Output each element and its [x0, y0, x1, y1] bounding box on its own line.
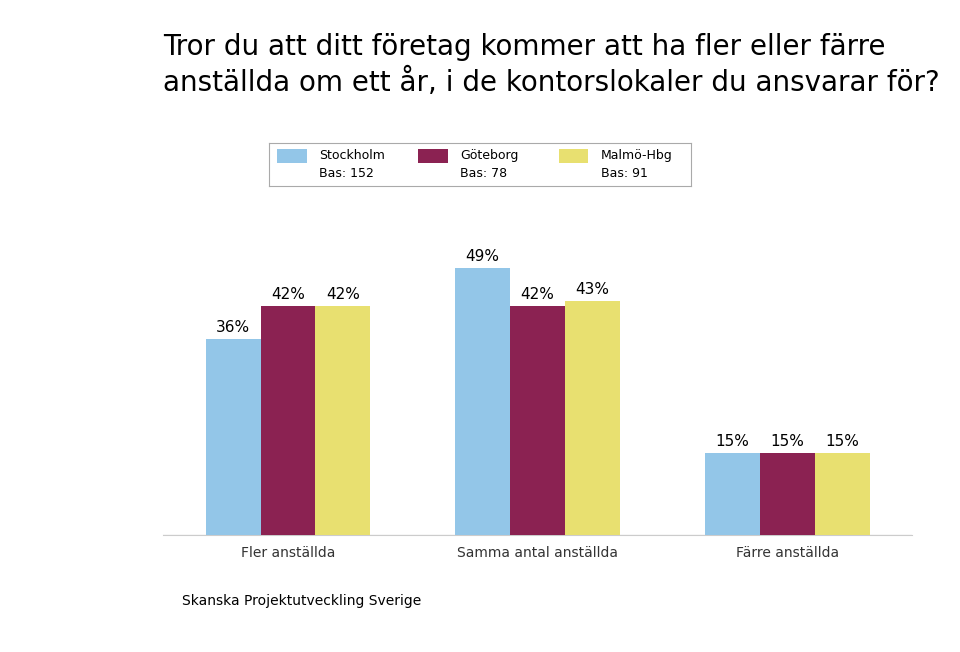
- Bar: [705, 453, 759, 535]
- Text: 15%: 15%: [715, 434, 749, 449]
- Bar: [455, 269, 510, 535]
- Bar: [510, 306, 565, 535]
- Text: 42%: 42%: [271, 287, 305, 302]
- Bar: [815, 453, 870, 535]
- Text: SKANSKA: SKANSKA: [14, 595, 149, 619]
- Text: 9: 9: [885, 37, 900, 57]
- Text: Bas: 78: Bas: 78: [460, 167, 508, 180]
- Text: 15%: 15%: [770, 434, 804, 449]
- Text: Skanska Projektutveckling Sverige: Skanska Projektutveckling Sverige: [182, 594, 421, 608]
- Text: Göteborg: Göteborg: [460, 149, 518, 162]
- Text: Stockholm: Stockholm: [320, 149, 385, 162]
- Text: Bas: 91: Bas: 91: [601, 167, 648, 180]
- Bar: [205, 339, 260, 535]
- Text: Malmö-Hbg: Malmö-Hbg: [601, 149, 673, 162]
- FancyBboxPatch shape: [559, 149, 588, 162]
- Bar: [316, 306, 371, 535]
- Text: 49%: 49%: [466, 249, 500, 264]
- Text: 42%: 42%: [326, 287, 360, 302]
- FancyBboxPatch shape: [418, 149, 447, 162]
- Text: Tror du att ditt företag kommer att ha fler eller färre
anställda om ett år, i d: Tror du att ditt företag kommer att ha f…: [163, 33, 940, 96]
- Text: 42%: 42%: [520, 287, 555, 302]
- Text: 36%: 36%: [216, 319, 251, 334]
- Bar: [565, 301, 620, 535]
- Text: Bas: 152: Bas: 152: [320, 167, 374, 180]
- Bar: [759, 453, 815, 535]
- Text: 43%: 43%: [575, 282, 610, 297]
- FancyBboxPatch shape: [277, 149, 307, 162]
- Bar: [260, 306, 316, 535]
- Text: 15%: 15%: [826, 434, 859, 449]
